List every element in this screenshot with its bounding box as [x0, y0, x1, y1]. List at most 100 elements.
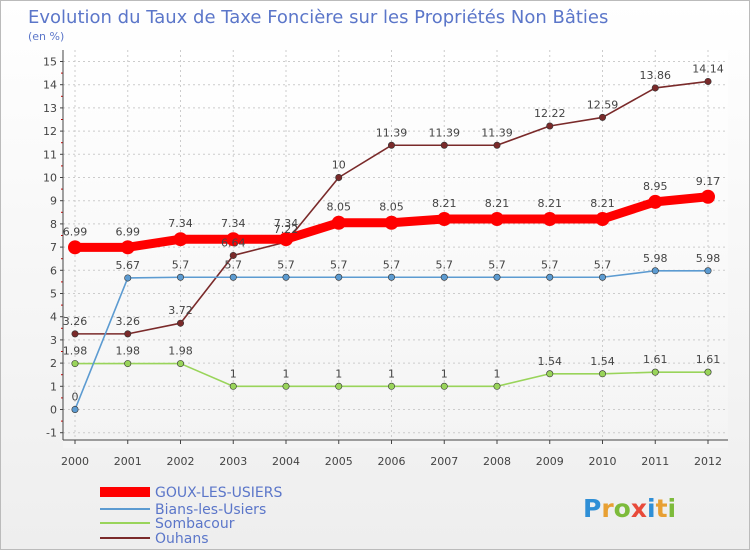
- y-tick-label: 10: [43, 172, 57, 185]
- proxiti-logo: Proxiti: [583, 494, 676, 523]
- x-tick-label: 2011: [641, 455, 669, 468]
- y-tick-label: 14: [43, 79, 57, 92]
- data-point: [177, 273, 185, 281]
- legend-item: Bians-les-Usiers: [100, 502, 266, 518]
- logo-letter: x: [631, 494, 647, 523]
- y-tick-label: 3: [50, 334, 57, 347]
- data-label: 6.99: [63, 225, 88, 238]
- data-point: [701, 189, 715, 204]
- data-label: 7.22: [274, 223, 299, 236]
- data-point: [648, 194, 663, 209]
- data-point: [437, 212, 452, 227]
- data-label: 10: [332, 159, 346, 172]
- data-point: [68, 240, 82, 255]
- y-tick-label: 6: [50, 264, 57, 277]
- data-label: 7.34: [221, 217, 246, 230]
- legend-item: Ouhans: [100, 531, 209, 547]
- data-point: [704, 77, 712, 85]
- data-label: 1.61: [696, 353, 721, 366]
- data-label: 1: [230, 367, 237, 380]
- y-tick-label: 0: [50, 404, 57, 417]
- chart-title: Evolution du Taux de Taxe Foncière sur l…: [28, 7, 608, 28]
- data-point: [331, 215, 346, 230]
- data-label: 6.64: [221, 236, 246, 249]
- svg-text:Proxiti: Proxiti: [583, 494, 676, 523]
- data-label: 1.54: [538, 355, 563, 368]
- data-label: 5.67: [116, 259, 141, 272]
- legend: GOUX-LES-USIERSBians-les-UsiersSombacour…: [100, 485, 282, 547]
- data-point: [651, 84, 659, 92]
- data-label: 8.21: [590, 197, 615, 210]
- data-point: [493, 382, 501, 390]
- data-label: 8.21: [538, 197, 563, 210]
- x-tick-label: 2007: [430, 455, 458, 468]
- data-point: [440, 382, 448, 390]
- x-tick-label: 2004: [272, 455, 300, 468]
- data-label: 1: [283, 367, 290, 380]
- data-point: [335, 273, 343, 281]
- data-label: 1.98: [116, 345, 141, 358]
- data-label: 5.7: [594, 258, 612, 271]
- data-label: 1: [494, 367, 501, 380]
- data-point: [440, 273, 448, 281]
- y-tick-label: 9: [50, 195, 57, 208]
- data-point: [546, 370, 554, 378]
- data-point: [493, 141, 501, 149]
- data-point: [598, 370, 606, 378]
- data-point: [598, 273, 606, 281]
- data-point: [226, 232, 241, 247]
- y-tick-label: 1: [50, 380, 57, 393]
- x-tick-label: 2010: [589, 455, 617, 468]
- data-point: [71, 330, 79, 338]
- data-label: 12.59: [587, 98, 619, 111]
- data-point: [124, 330, 132, 338]
- data-point: [177, 360, 185, 368]
- data-point: [440, 141, 448, 149]
- data-point: [384, 215, 399, 230]
- data-point: [124, 274, 132, 282]
- data-label: 8.21: [485, 197, 510, 210]
- data-label: 11.39: [376, 126, 408, 139]
- series-layer: [68, 77, 715, 413]
- data-point: [124, 360, 132, 368]
- data-point: [490, 212, 504, 227]
- data-point: [335, 382, 343, 390]
- data-label: 5.98: [696, 252, 721, 265]
- legend-label: Bians-les-Usiers: [155, 502, 266, 518]
- data-point: [387, 141, 395, 149]
- y-axis-unit-label: (en %): [28, 30, 64, 43]
- data-point: [546, 273, 554, 281]
- x-tick-label: 2005: [325, 455, 353, 468]
- x-tick-label: 2009: [536, 455, 564, 468]
- x-tick-label: 2000: [61, 455, 89, 468]
- data-label: 1: [335, 367, 342, 380]
- data-label: 0: [72, 391, 79, 404]
- data-label: 1: [441, 367, 448, 380]
- data-label: 8.05: [327, 201, 352, 214]
- data-label: 5.7: [541, 258, 559, 271]
- data-point: [651, 267, 659, 275]
- data-point: [71, 405, 79, 413]
- data-label: 7.34: [274, 217, 299, 230]
- y-tick-label: 5: [50, 288, 57, 301]
- series-2: [71, 360, 712, 390]
- y-tick-label: 4: [50, 311, 57, 324]
- data-label: 3.26: [116, 315, 141, 328]
- data-label: 5.7: [330, 258, 348, 271]
- data-label: 5.7: [383, 258, 401, 271]
- data-label: 3.26: [63, 315, 88, 328]
- data-point: [335, 174, 343, 182]
- series-0: [68, 189, 715, 255]
- data-point: [387, 273, 395, 281]
- x-tick-label: 2012: [694, 455, 722, 468]
- logo-letter: P: [583, 494, 601, 523]
- legend-label: Sombacour: [155, 516, 235, 532]
- logo-letter: r: [601, 494, 614, 523]
- data-point: [546, 122, 554, 130]
- y-tick-label: 12: [43, 125, 57, 138]
- data-label: 6.99: [116, 225, 141, 238]
- data-point: [229, 251, 237, 259]
- data-point: [704, 267, 712, 275]
